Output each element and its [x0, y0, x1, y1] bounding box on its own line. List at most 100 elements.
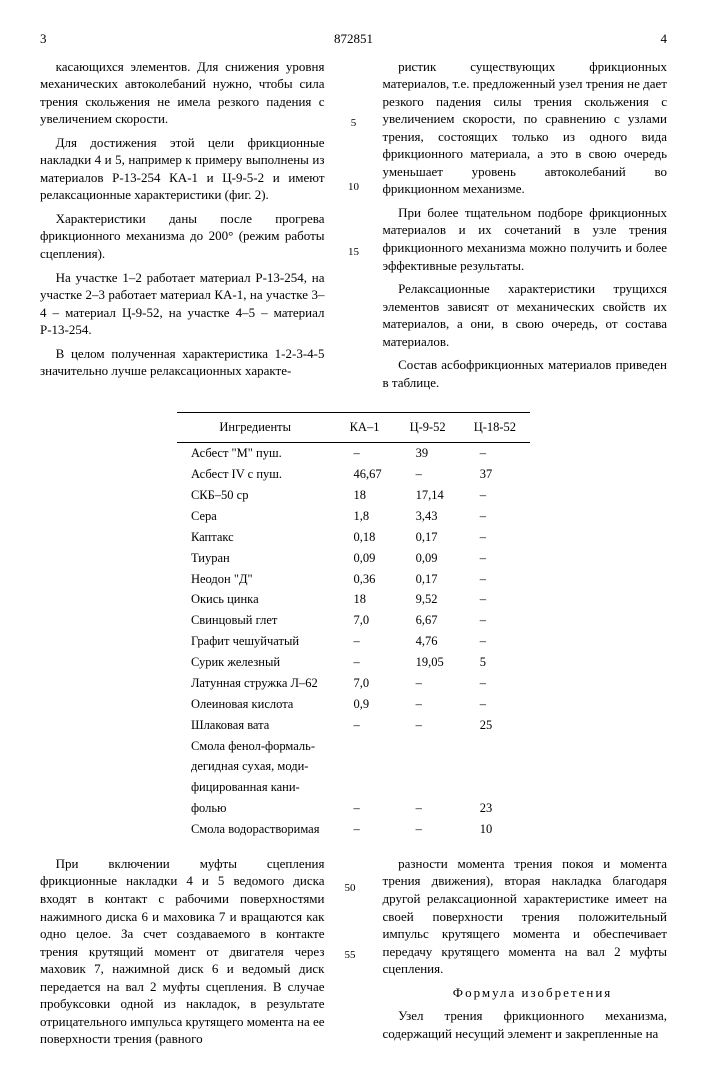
table-cell: – — [333, 652, 395, 673]
bottom-line-number-gutter: 50 55 — [345, 855, 363, 1054]
table-cell: – — [460, 673, 530, 694]
paragraph: Для достижения этой цели фрикционные нак… — [40, 134, 325, 204]
table-cell: 0,36 — [333, 569, 395, 590]
table-cell — [333, 756, 395, 777]
table-cell: – — [333, 798, 395, 819]
table-cell: 19,05 — [396, 652, 460, 673]
page-header: 3 872851 4 — [40, 30, 667, 48]
left-column: касающихся элементов. Для снижения уровн… — [40, 58, 325, 398]
table-cell: 18 — [333, 485, 395, 506]
table-cell: 10 — [460, 819, 530, 840]
table-cell: – — [333, 819, 395, 840]
right-column: ристик существующих фрикционных материал… — [383, 58, 668, 398]
paragraph: Узел трения фрикционного механизма, соде… — [383, 1007, 668, 1042]
table-cell: – — [396, 819, 460, 840]
table-cell: 25 — [460, 715, 530, 736]
table-row: СКБ–50 ср1817,14– — [177, 485, 530, 506]
ingredients-table: Ингредиенты КА–1 Ц-9-52 Ц-18-52 Асбест "… — [177, 412, 530, 840]
table-row: Олеиновая кислота0,9–– — [177, 694, 530, 715]
bottom-left-column: При включении муфты сцепления фрикционны… — [40, 855, 325, 1054]
table-cell: Сурик железный — [177, 652, 334, 673]
table-cell: – — [460, 443, 530, 464]
paragraph: На участке 1–2 работает материал Р-13-25… — [40, 269, 325, 339]
table-cell: – — [396, 673, 460, 694]
paragraph: Релаксационные характеристики трущихся э… — [383, 280, 668, 350]
table-cell: 6,67 — [396, 610, 460, 631]
table-row: Смола водорастворимая––10 — [177, 819, 530, 840]
table-cell: 5 — [460, 652, 530, 673]
col-header: Ц-18-52 — [460, 413, 530, 443]
table-row: Тиуран0,090,09– — [177, 548, 530, 569]
paragraph: При более тщательном подборе фрикционных… — [383, 204, 668, 274]
table-cell: СКБ–50 ср — [177, 485, 334, 506]
table-row: Окись цинка189,52– — [177, 589, 530, 610]
table-cell: – — [396, 694, 460, 715]
table-cell: 0,17 — [396, 527, 460, 548]
table-cell: 0,09 — [396, 548, 460, 569]
paragraph: Характеристики даны после прогрева фрикц… — [40, 210, 325, 263]
table-row: Свинцовый глет7,06,67– — [177, 610, 530, 631]
table-row: фицированная кани- — [177, 777, 530, 798]
table-header-row: Ингредиенты КА–1 Ц-9-52 Ц-18-52 — [177, 413, 530, 443]
line-num: 15 — [348, 245, 359, 260]
table-cell: 0,18 — [333, 527, 395, 548]
table-cell — [396, 756, 460, 777]
col-header: Ц-9-52 — [396, 413, 460, 443]
table-cell: – — [333, 715, 395, 736]
top-text-columns: касающихся элементов. Для снижения уровн… — [40, 58, 667, 398]
paragraph: касающихся элементов. Для снижения уровн… — [40, 58, 325, 128]
table-cell: 0,09 — [333, 548, 395, 569]
col-header: КА–1 — [333, 413, 395, 443]
table-cell: – — [460, 485, 530, 506]
table-cell: 0,17 — [396, 569, 460, 590]
table-cell: 37 — [460, 464, 530, 485]
line-num: 55 — [345, 948, 363, 963]
table-cell: Сера — [177, 506, 334, 527]
table-cell — [396, 777, 460, 798]
table-cell: – — [460, 694, 530, 715]
paragraph: ристик существующих фрикционных материал… — [383, 58, 668, 198]
table-row: фолью––23 — [177, 798, 530, 819]
formula-title: Формула изобретения — [383, 984, 668, 1002]
table-cell: 7,0 — [333, 673, 395, 694]
col-header: Ингредиенты — [177, 413, 334, 443]
table-cell: 23 — [460, 798, 530, 819]
table-cell — [333, 736, 395, 757]
table-row: Латунная стружка Л–627,0–– — [177, 673, 530, 694]
table-row: дегидная сухая, моди- — [177, 756, 530, 777]
table-row: Каптакс0,180,17– — [177, 527, 530, 548]
table-cell: Каптакс — [177, 527, 334, 548]
table-cell: – — [460, 506, 530, 527]
paragraph: В целом полученная характеристика 1-2-3-… — [40, 345, 325, 380]
table-row: Сера1,83,43– — [177, 506, 530, 527]
table-cell: – — [460, 548, 530, 569]
table-cell: 1,8 — [333, 506, 395, 527]
bottom-text-columns: При включении муфты сцепления фрикционны… — [40, 855, 667, 1054]
doc-number: 872851 — [47, 30, 661, 48]
table-cell: Свинцовый глет — [177, 610, 334, 631]
bottom-right-column: разности момента трения покоя и момента … — [383, 855, 668, 1054]
table-cell: Асбест IV с пуш. — [177, 464, 334, 485]
table-row: Сурик железный–19,055 — [177, 652, 530, 673]
table-cell: – — [396, 464, 460, 485]
table-cell: – — [460, 589, 530, 610]
paragraph: При включении муфты сцепления фрикционны… — [40, 855, 325, 1048]
table-cell: дегидная сухая, моди- — [177, 756, 334, 777]
table-cell: Графит чешуйчатый — [177, 631, 334, 652]
table-row: Графит чешуйчатый–4,76– — [177, 631, 530, 652]
table-cell: Асбест "М" пуш. — [177, 443, 334, 464]
paragraph: разности момента трения покоя и момента … — [383, 855, 668, 978]
table-cell: 17,14 — [396, 485, 460, 506]
table-cell: 9,52 — [396, 589, 460, 610]
table-cell: 46,67 — [333, 464, 395, 485]
table-cell: 18 — [333, 589, 395, 610]
table-row: Смола фенол-формаль- — [177, 736, 530, 757]
table-cell: Тиуран — [177, 548, 334, 569]
table-cell — [333, 777, 395, 798]
table-cell: 0,9 — [333, 694, 395, 715]
line-num: 10 — [348, 180, 359, 195]
line-num: 5 — [351, 116, 357, 131]
table-row: Асбест "М" пуш.–39– — [177, 443, 530, 464]
table-cell: – — [396, 798, 460, 819]
table-cell: Латунная стружка Л–62 — [177, 673, 334, 694]
